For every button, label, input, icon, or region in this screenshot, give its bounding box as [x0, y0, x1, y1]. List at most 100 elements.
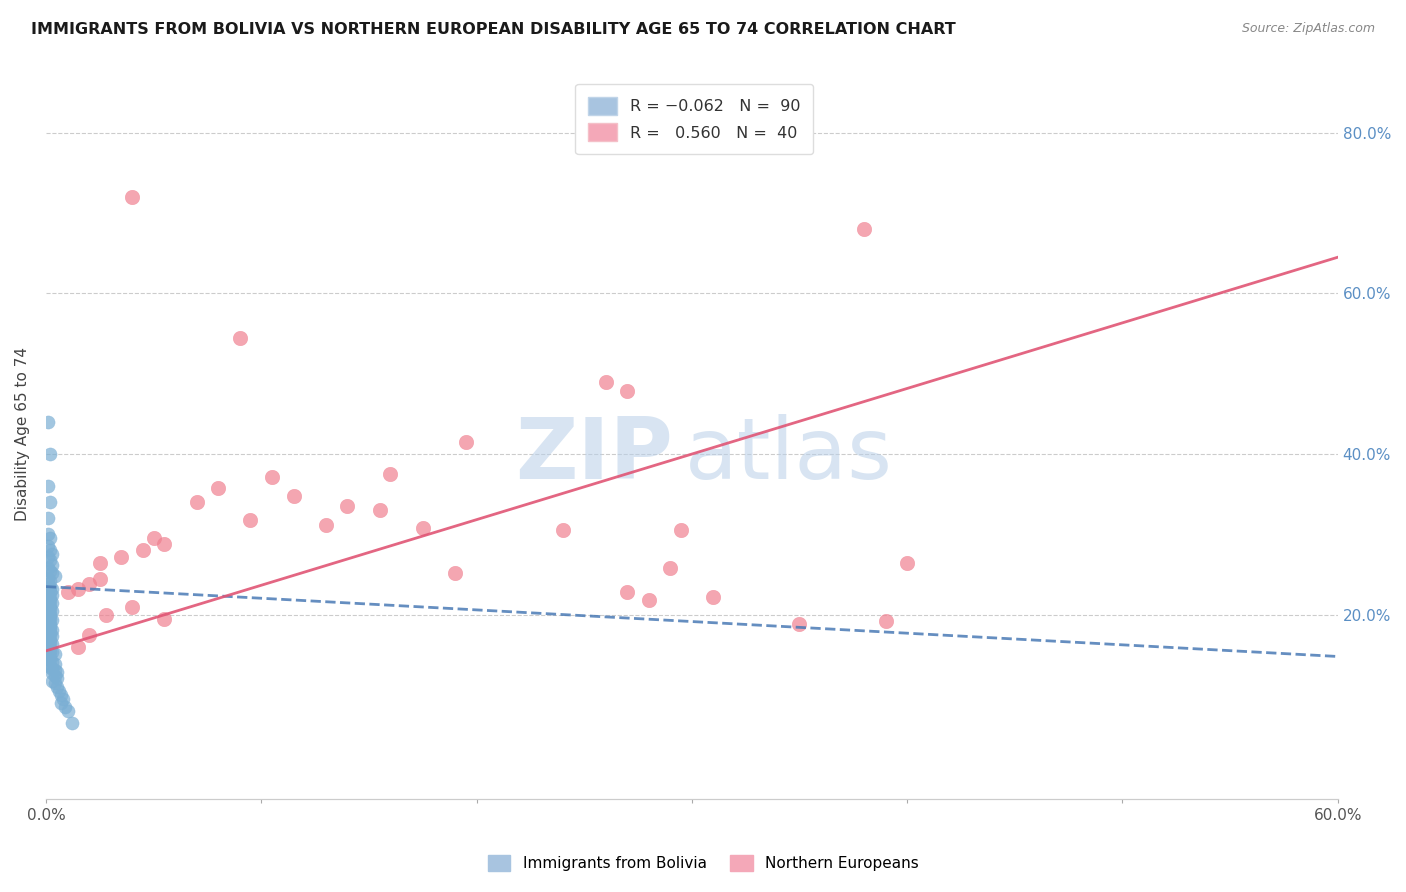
- Point: [39, 532, 62, 546]
- Point: [89, 556, 111, 570]
- Point: [551, 524, 574, 538]
- Point: [41, 566, 63, 580]
- Point: [44, 569, 66, 583]
- Point: [315, 517, 337, 532]
- Point: [45, 680, 67, 694]
- Legend: Immigrants from Bolivia, Northern Europeans: Immigrants from Bolivia, Northern Europe…: [481, 849, 925, 877]
- Point: [39, 591, 62, 605]
- Point: [41, 661, 63, 675]
- Point: [39, 594, 62, 608]
- Point: [368, 503, 391, 517]
- Y-axis label: Disability Age 65 to 74: Disability Age 65 to 74: [15, 347, 30, 521]
- Point: [45, 671, 67, 685]
- Point: [39, 640, 62, 655]
- Point: [39, 625, 62, 640]
- Point: [380, 467, 402, 482]
- Point: [37, 627, 59, 641]
- Point: [41, 613, 63, 627]
- Point: [37, 561, 59, 575]
- Point: [77, 628, 100, 642]
- Point: [186, 495, 208, 509]
- Point: [616, 384, 638, 399]
- Point: [39, 644, 62, 658]
- Text: IMMIGRANTS FROM BOLIVIA VS NORTHERN EUROPEAN DISABILITY AGE 65 TO 74 CORRELATION: IMMIGRANTS FROM BOLIVIA VS NORTHERN EURO…: [31, 22, 956, 37]
- Point: [44, 647, 66, 661]
- Point: [37, 511, 59, 525]
- Point: [39, 602, 62, 616]
- Point: [39, 636, 62, 650]
- Point: [444, 566, 467, 580]
- Point: [669, 524, 692, 538]
- Point: [37, 600, 59, 615]
- Point: [228, 330, 250, 344]
- Point: [121, 190, 143, 204]
- Point: [39, 585, 62, 599]
- Point: [41, 558, 63, 572]
- Point: [121, 599, 143, 614]
- Point: [132, 543, 155, 558]
- Point: [44, 657, 66, 671]
- Point: [37, 642, 59, 657]
- Point: [44, 663, 66, 677]
- Point: [39, 574, 62, 588]
- Point: [56, 704, 79, 718]
- Point: [853, 222, 876, 236]
- Point: [60, 716, 83, 731]
- Point: [41, 588, 63, 602]
- Point: [39, 495, 62, 509]
- Point: [896, 556, 918, 570]
- Point: [37, 610, 59, 624]
- Point: [39, 543, 62, 558]
- Point: [39, 608, 62, 623]
- Point: [39, 607, 62, 621]
- Point: [37, 615, 59, 629]
- Point: [41, 637, 63, 651]
- Point: [39, 599, 62, 613]
- Point: [153, 537, 176, 551]
- Point: [659, 561, 682, 575]
- Point: [48, 684, 70, 698]
- Point: [37, 617, 59, 632]
- Point: [41, 596, 63, 610]
- Point: [52, 692, 75, 706]
- Point: [37, 639, 59, 653]
- Point: [44, 669, 66, 683]
- Point: [39, 580, 62, 594]
- Text: atlas: atlas: [685, 415, 893, 498]
- Point: [595, 375, 617, 389]
- Point: [49, 696, 72, 710]
- Point: [39, 653, 62, 667]
- Point: [45, 665, 67, 679]
- Point: [37, 605, 59, 619]
- Point: [37, 577, 59, 591]
- Point: [37, 415, 59, 429]
- Point: [875, 614, 897, 628]
- Point: [39, 616, 62, 631]
- Point: [41, 666, 63, 681]
- Point: [37, 583, 59, 598]
- Point: [37, 658, 59, 673]
- Point: [41, 629, 63, 643]
- Point: [39, 612, 62, 626]
- Point: [77, 577, 100, 591]
- Point: [39, 553, 62, 567]
- Point: [67, 582, 90, 596]
- Point: [37, 624, 59, 639]
- Text: Source: ZipAtlas.com: Source: ZipAtlas.com: [1241, 22, 1375, 36]
- Point: [39, 447, 62, 461]
- Point: [37, 621, 59, 635]
- Point: [37, 607, 59, 622]
- Point: [37, 527, 59, 541]
- Point: [39, 650, 62, 665]
- Point: [41, 655, 63, 669]
- Point: [37, 540, 59, 554]
- Point: [44, 676, 66, 690]
- Point: [37, 634, 59, 648]
- Point: [37, 549, 59, 564]
- Point: [37, 479, 59, 493]
- Point: [39, 632, 62, 647]
- Point: [454, 435, 477, 450]
- Text: ZIP: ZIP: [515, 415, 672, 498]
- Point: [53, 700, 76, 714]
- Point: [260, 469, 283, 483]
